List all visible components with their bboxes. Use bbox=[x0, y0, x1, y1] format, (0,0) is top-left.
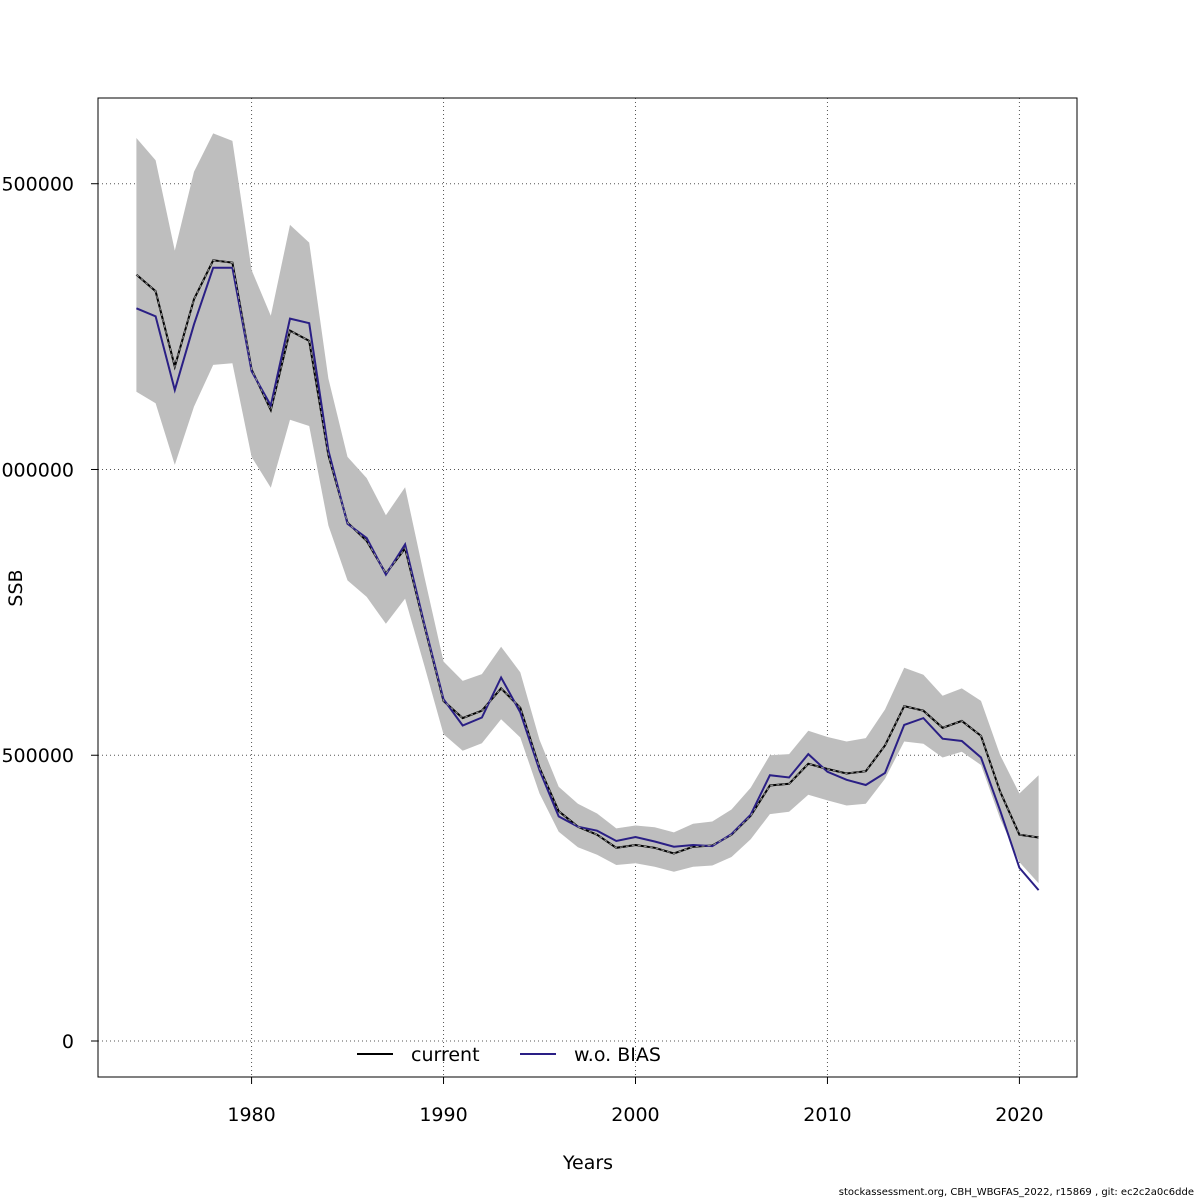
x-axis-label: Years bbox=[562, 1152, 613, 1174]
legend: current w.o. BIAS bbox=[357, 1044, 661, 1066]
legend-label-wo-bias: w.o. BIAS bbox=[574, 1044, 661, 1066]
x-tick-label: 2010 bbox=[803, 1104, 851, 1126]
plot-frame bbox=[97, 97, 1078, 1078]
confidence-band bbox=[136, 133, 1039, 884]
y-tick-label: 500000 bbox=[1, 745, 74, 767]
x-tick-label: 2000 bbox=[611, 1104, 659, 1126]
series-line-wo-bias bbox=[136, 266, 1040, 891]
x-tick-label: 1980 bbox=[227, 1104, 275, 1126]
y-tick-label: 0 bbox=[62, 1031, 74, 1053]
y-tick-label: 1500000 bbox=[0, 174, 74, 196]
footer-credit: stockassessment.org, CBH_WBGFAS_2022, r1… bbox=[838, 1187, 1194, 1198]
series-line-current-dashed bbox=[136, 259, 1039, 855]
series-lines bbox=[135, 259, 1040, 891]
y-axis-label: SSB bbox=[5, 569, 27, 606]
axes: 1980 1990 2000 2010 2020 0 500000 1000000 150000… bbox=[0, 174, 1044, 1126]
x-tick-label: 2020 bbox=[995, 1104, 1043, 1126]
x-tick-label: 1990 bbox=[419, 1104, 467, 1126]
y-tick-label: 1000000 bbox=[0, 459, 74, 481]
legend-label-current: current bbox=[411, 1044, 480, 1066]
